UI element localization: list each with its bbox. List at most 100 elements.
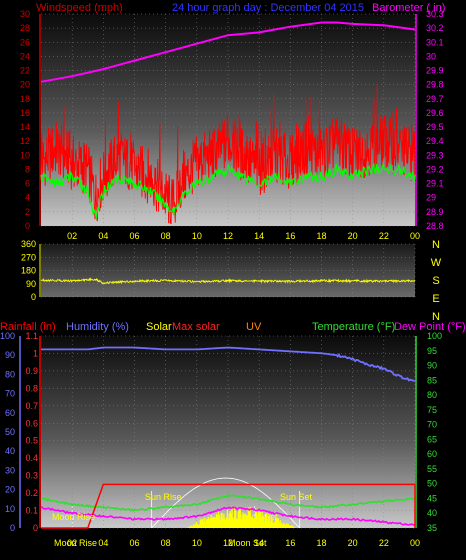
rainfall-tick-label: 0.6 xyxy=(25,418,38,428)
solar-bar xyxy=(205,522,207,528)
solar-bar xyxy=(276,517,279,528)
solar-bar xyxy=(209,518,211,528)
solar-bar xyxy=(246,515,249,528)
barometer-tick-label: 29 xyxy=(426,193,436,203)
solar-bar xyxy=(229,510,231,528)
direction-panel-grid xyxy=(41,243,416,298)
solar-bar xyxy=(217,511,219,528)
solar-bar xyxy=(293,527,295,528)
max-solar-curve xyxy=(151,477,300,529)
wind-series xyxy=(40,21,416,225)
direction-tick-label: 180 xyxy=(21,266,36,276)
solar-bar xyxy=(285,523,288,528)
humidity-axis: 0 10 20 30 40 50 60 70 80 90 100 xyxy=(0,331,21,533)
solar-bar xyxy=(189,526,191,528)
temperature-tick-label: 65 xyxy=(427,434,437,444)
moon-set-axis-annotation: Moon Set xyxy=(228,538,267,548)
solar-bar xyxy=(225,520,227,528)
rainfall-tick-label: 0 xyxy=(33,523,38,533)
solar-label: Solar xyxy=(146,321,172,333)
solar-bar xyxy=(191,526,193,528)
solar-bar xyxy=(255,508,257,528)
solar-bar xyxy=(187,527,189,528)
solar-bar xyxy=(282,524,284,528)
barometer-axis-label: Barometer ( in) xyxy=(372,2,445,14)
temperature-tick-label: 90 xyxy=(427,361,437,371)
wind-time-tick-label: 16 xyxy=(285,231,295,241)
solar-bar xyxy=(225,517,228,528)
direction-label-w: W xyxy=(431,257,442,269)
solar-bar xyxy=(278,522,280,528)
temperature-series xyxy=(40,346,416,529)
solar-bar xyxy=(294,527,296,528)
solar-bar xyxy=(210,515,212,528)
solar-bar xyxy=(259,510,261,528)
barometer-line xyxy=(40,21,416,83)
solar-bar xyxy=(211,517,213,528)
solar-bar xyxy=(280,523,282,528)
solar-bar xyxy=(244,514,246,528)
solar-bar xyxy=(192,526,194,528)
humidity-tick-label: 50 xyxy=(5,427,15,437)
barometer-tick-label: 29.7 xyxy=(426,94,444,104)
barometer-tick-label: 30.2 xyxy=(426,23,444,33)
solar-bar xyxy=(275,517,277,528)
solar-bar xyxy=(242,512,244,528)
direction-label-n-top: N xyxy=(432,239,440,251)
wind-time-tick-label: 14 xyxy=(254,231,264,241)
moon-rise-axis-annotation: Moon Rise xyxy=(54,538,97,548)
solar-bar xyxy=(239,508,241,528)
chart-title: 24 hour graph day : December 04 2015 xyxy=(172,2,364,14)
temperature-time-tick-label: 04 xyxy=(98,538,108,548)
solar-bar xyxy=(202,518,204,528)
temperature-tick-label: 55 xyxy=(427,464,437,474)
humidity-tick-label: 20 xyxy=(5,485,15,495)
wind-time-tick-label: 04 xyxy=(98,231,108,241)
solar-bar xyxy=(231,506,233,528)
rainfall-tick-label: 0.4 xyxy=(25,453,38,463)
solar-bar xyxy=(250,517,252,528)
temperature-time-tick-label: 12 xyxy=(223,538,233,548)
solar-bar xyxy=(198,524,200,528)
direction-label-s: S xyxy=(432,275,439,287)
solar-bar xyxy=(264,521,266,528)
windspeed-tick-label: 18 xyxy=(20,94,30,104)
barometer-tick-label: 30.1 xyxy=(426,37,444,47)
solar-bar xyxy=(218,515,220,528)
solar-bar xyxy=(212,517,214,528)
solar-bar xyxy=(215,517,217,528)
direction-axis: 0 90 180 270 360 xyxy=(21,239,41,302)
temperature-tick-label: 100 xyxy=(427,331,442,341)
wind-time-tick-label: 02 xyxy=(67,231,77,241)
wind-time-tick-label: 18 xyxy=(316,231,326,241)
solar-bar xyxy=(281,523,283,528)
solar-bar xyxy=(222,518,224,528)
solar-bar xyxy=(227,519,229,528)
temperature-label: Temperature (°F) xyxy=(312,321,395,333)
windspeed-tick-label: 16 xyxy=(20,108,30,118)
humidity-tick-label: 80 xyxy=(5,369,15,379)
solar-bar xyxy=(220,513,222,528)
solar-bar xyxy=(230,513,232,528)
solar-bar xyxy=(265,514,267,528)
temperature-time-tick-label: 02 xyxy=(67,538,77,548)
solar-bar xyxy=(251,516,253,528)
solar-bar xyxy=(233,518,235,528)
solar-bar xyxy=(260,516,262,528)
humidity-tick-label: 100 xyxy=(0,331,15,341)
temperature-tick-label: 85 xyxy=(427,375,437,385)
barometer-tick-label: 28.8 xyxy=(426,221,444,231)
rainfall-tick-label: 0.1 xyxy=(25,506,38,516)
rainfall-label: Rainfall (in) xyxy=(0,321,56,333)
windspeed-tick-label: 4 xyxy=(25,193,30,203)
wind-time-tick-label: 22 xyxy=(379,231,389,241)
windspeed-tick-label: 24 xyxy=(20,51,30,61)
rainfall-line xyxy=(41,483,415,529)
windspeed-tick-label: 28 xyxy=(20,23,30,33)
solar-bar xyxy=(199,519,201,528)
solar-bar xyxy=(219,520,221,528)
temperature-axis: 35 40 45 50 55 60 65 70 75 80 85 90 95 100 xyxy=(415,331,442,533)
solar-bar xyxy=(194,525,196,528)
solar-bar xyxy=(253,518,255,528)
